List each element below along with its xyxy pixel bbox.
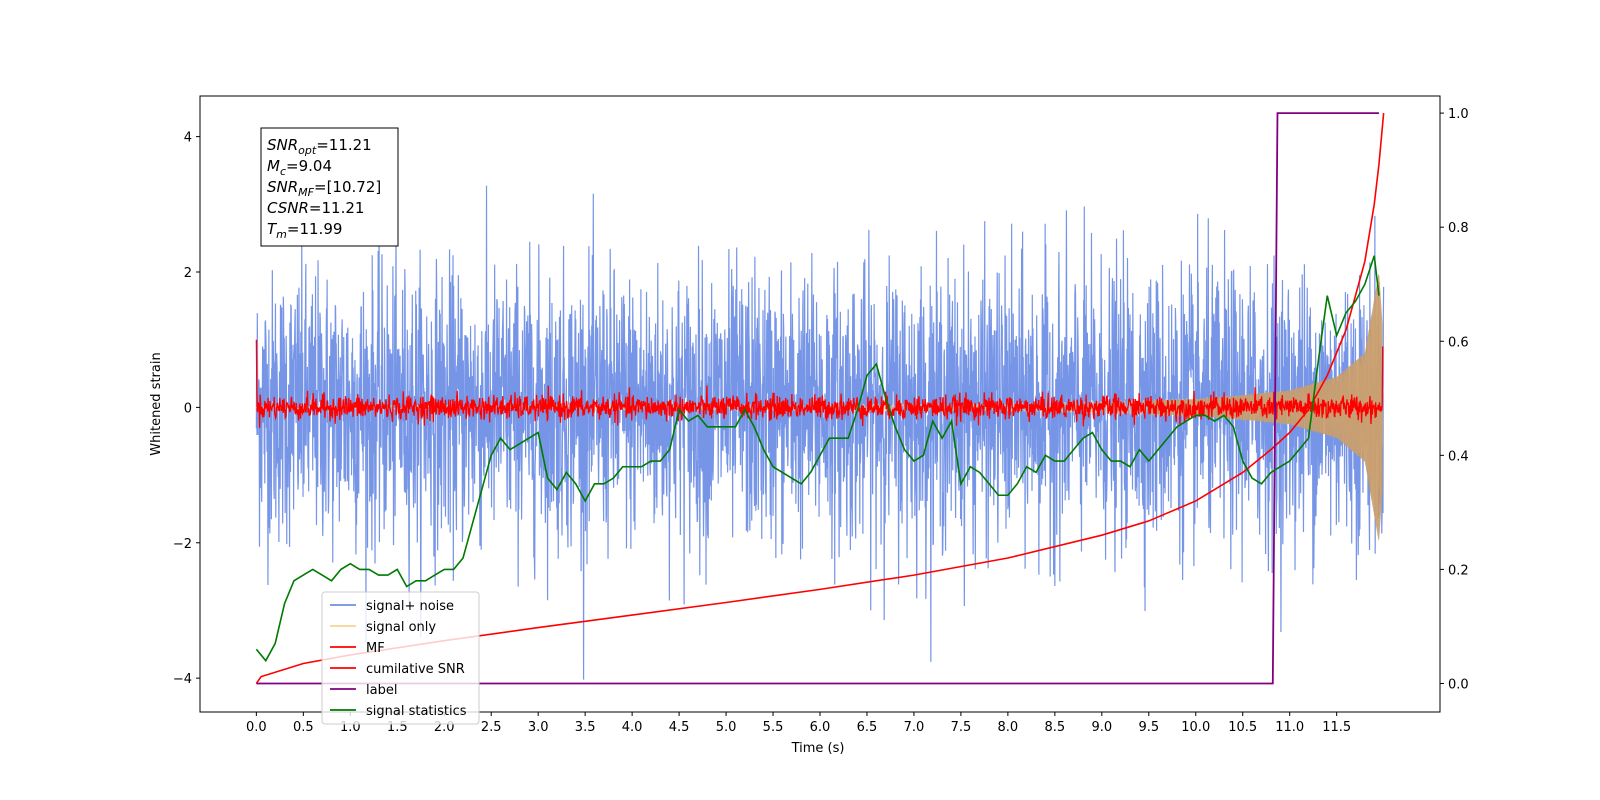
legend-entry: MF <box>366 641 385 656</box>
legend-frame <box>321 591 480 725</box>
stats-line: Mc=9.04 <box>267 157 332 178</box>
x-tick-label: 10.0 <box>1181 720 1210 735</box>
y-tick-label-left: 0 <box>184 401 192 416</box>
x-tick-label: 11.5 <box>1322 720 1351 735</box>
x-tick-label: 6.0 <box>810 720 831 735</box>
y-tick-label-right: 0.6 <box>1448 335 1469 350</box>
x-tick-label: 5.5 <box>763 720 784 735</box>
x-tick-label: 0.0 <box>246 720 267 735</box>
x-tick-label: 0.5 <box>293 720 314 735</box>
x-tick-label: 10.5 <box>1228 720 1257 735</box>
y-tick-label-right: 0.2 <box>1448 563 1469 578</box>
series-signal-statistics <box>255 255 1380 663</box>
y-tick-label-right: 0.4 <box>1448 449 1469 464</box>
y-axis-left: −4 −2 0 2 4 <box>173 131 200 687</box>
series-label <box>256 112 1379 685</box>
series-mf <box>255 339 1384 429</box>
stats-line: Tm=11.99 <box>267 220 342 241</box>
x-tick-label: 4.0 <box>622 720 643 735</box>
x-tick-label: 5.0 <box>716 720 737 735</box>
x-tick-label: 6.5 <box>857 720 878 735</box>
x-tick-label: 8.5 <box>1045 720 1066 735</box>
legend-entry: signal only <box>366 620 436 635</box>
y-tick-label-left: 2 <box>184 266 192 281</box>
legend-entry: signal+ noise <box>366 599 454 614</box>
y-tick-label-right: 0.8 <box>1448 221 1469 236</box>
stats-line: SNRMF=[10.72] <box>267 178 381 199</box>
y-tick-label-right: 1.0 <box>1448 107 1469 122</box>
legend-entry: signal statistics <box>366 704 467 719</box>
series-signal-noise <box>255 185 1385 680</box>
x-tick-label: 9.0 <box>1091 720 1112 735</box>
x-tick-label: 3.5 <box>575 720 596 735</box>
x-tick-label: 9.5 <box>1138 720 1159 735</box>
stats-line: SNRopt=11.21 <box>267 136 372 157</box>
x-tick-label: 7.0 <box>904 720 925 735</box>
y-tick-label-left: −4 <box>173 672 192 687</box>
stats-box-frame <box>260 127 399 247</box>
x-tick-label: 2.5 <box>481 720 502 735</box>
x-tick-label: 8.0 <box>998 720 1019 735</box>
x-tick-label: 3.0 <box>528 720 549 735</box>
legend: signal+ noise signal only MF cumilative SNR… <box>321 591 480 725</box>
y-tick-label-right: 0.0 <box>1448 677 1469 692</box>
stats-box: SNRopt=11.21Mc=9.04SNRMF=[10.72]CSNR=11.… <box>260 127 399 247</box>
stats-line: CSNR=11.21 <box>267 199 364 217</box>
y-axis-right: 0.0 0.2 0.4 0.6 0.8 1.0 <box>1440 107 1469 692</box>
x-axis-label: Time (s) <box>791 741 845 756</box>
x-tick-label: 7.5 <box>951 720 972 735</box>
legend-entry: cumilative SNR <box>366 662 465 677</box>
y-tick-label-left: 4 <box>184 131 192 146</box>
y-tick-label-left: −2 <box>173 537 192 552</box>
x-tick-label: 4.5 <box>669 720 690 735</box>
y-axis-label: Whitened strain <box>149 352 164 455</box>
legend-entry: label <box>366 683 397 698</box>
x-tick-label: 11.0 <box>1275 720 1304 735</box>
